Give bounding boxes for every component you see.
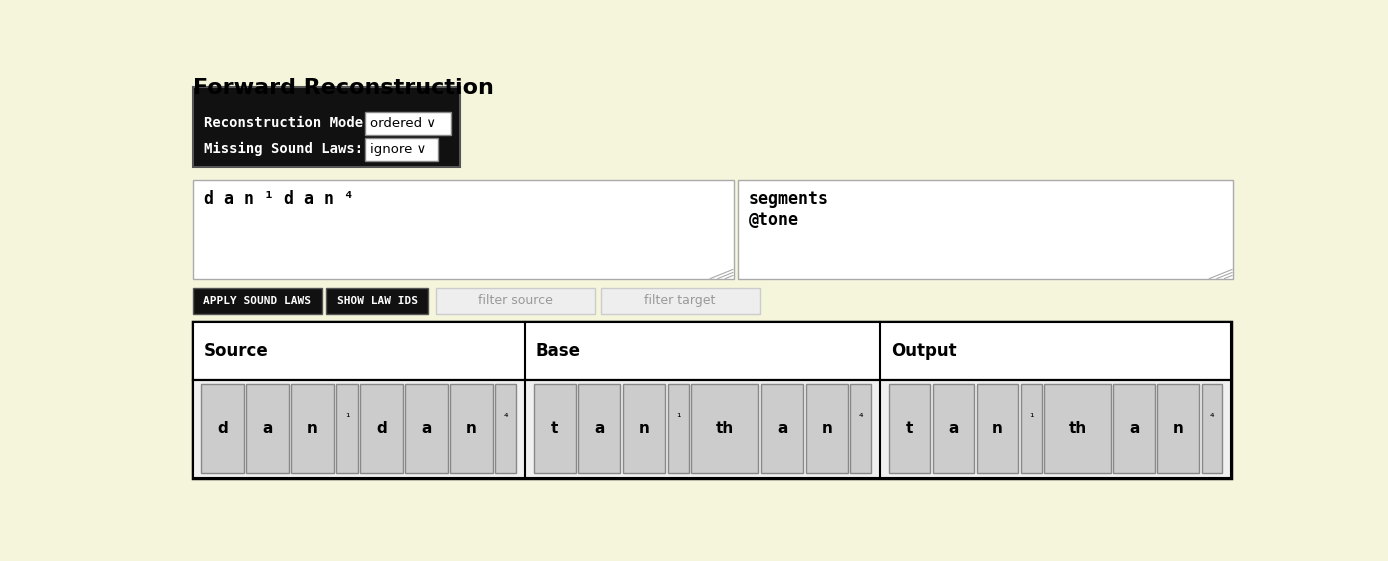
Text: a: a — [262, 421, 273, 436]
Text: ignore ∨: ignore ∨ — [371, 143, 426, 156]
Text: Base: Base — [536, 342, 580, 360]
Text: t: t — [551, 421, 558, 436]
FancyBboxPatch shape — [1158, 384, 1199, 473]
Text: ¹: ¹ — [344, 413, 350, 423]
FancyBboxPatch shape — [1113, 384, 1155, 473]
FancyBboxPatch shape — [361, 384, 403, 473]
FancyBboxPatch shape — [193, 288, 322, 314]
Text: d a n ¹ d a n ⁴: d a n ¹ d a n ⁴ — [204, 190, 354, 209]
FancyBboxPatch shape — [668, 384, 688, 473]
Text: filter source: filter source — [477, 294, 552, 307]
FancyBboxPatch shape — [336, 384, 358, 473]
Text: ⁴: ⁴ — [504, 413, 508, 423]
FancyBboxPatch shape — [193, 180, 734, 279]
FancyBboxPatch shape — [623, 384, 665, 473]
FancyBboxPatch shape — [193, 87, 459, 167]
FancyBboxPatch shape — [888, 384, 930, 473]
Text: ¹: ¹ — [1029, 413, 1034, 423]
FancyBboxPatch shape — [365, 112, 451, 135]
Text: a: a — [948, 421, 959, 436]
Text: Missing Sound Laws:: Missing Sound Laws: — [204, 142, 362, 157]
Text: SHOW LAW IDS: SHOW LAW IDS — [337, 296, 418, 306]
FancyBboxPatch shape — [977, 384, 1019, 473]
FancyBboxPatch shape — [405, 384, 447, 473]
Text: d: d — [376, 421, 387, 436]
FancyBboxPatch shape — [193, 380, 1231, 478]
Text: th: th — [1069, 421, 1087, 436]
FancyBboxPatch shape — [193, 322, 1231, 478]
Text: ⁴: ⁴ — [1210, 413, 1214, 423]
FancyBboxPatch shape — [806, 384, 848, 473]
FancyBboxPatch shape — [691, 384, 758, 473]
FancyBboxPatch shape — [291, 384, 333, 473]
Text: t: t — [906, 421, 913, 436]
FancyBboxPatch shape — [579, 384, 620, 473]
Text: APPLY SOUND LAWS: APPLY SOUND LAWS — [204, 296, 311, 306]
FancyBboxPatch shape — [601, 288, 759, 314]
Text: n: n — [992, 421, 1004, 436]
FancyBboxPatch shape — [365, 138, 439, 160]
Text: Source: Source — [204, 342, 268, 360]
Text: d: d — [218, 421, 228, 436]
FancyBboxPatch shape — [533, 384, 576, 473]
FancyBboxPatch shape — [326, 288, 429, 314]
Text: n: n — [307, 421, 318, 436]
Text: ⁴: ⁴ — [859, 413, 863, 423]
FancyBboxPatch shape — [496, 384, 516, 473]
Text: ¹: ¹ — [676, 413, 680, 423]
Text: Forward Reconstruction: Forward Reconstruction — [193, 78, 494, 98]
Text: a: a — [1128, 421, 1140, 436]
FancyBboxPatch shape — [450, 384, 493, 473]
Text: n: n — [822, 421, 833, 436]
Text: Reconstruction Mode:: Reconstruction Mode: — [204, 117, 371, 131]
Text: th: th — [716, 421, 734, 436]
FancyBboxPatch shape — [247, 384, 289, 473]
Text: filter target: filter target — [644, 294, 716, 307]
Text: Output: Output — [891, 342, 956, 360]
FancyBboxPatch shape — [436, 288, 595, 314]
Text: a: a — [777, 421, 787, 436]
Text: segments
@tone: segments @tone — [750, 190, 829, 229]
FancyBboxPatch shape — [201, 384, 244, 473]
Text: n: n — [466, 421, 477, 436]
FancyBboxPatch shape — [1044, 384, 1110, 473]
FancyBboxPatch shape — [761, 384, 804, 473]
FancyBboxPatch shape — [193, 322, 1231, 380]
FancyBboxPatch shape — [1022, 384, 1042, 473]
FancyBboxPatch shape — [933, 384, 974, 473]
Text: n: n — [638, 421, 650, 436]
Text: a: a — [594, 421, 605, 436]
FancyBboxPatch shape — [738, 180, 1233, 279]
Text: ordered ∨: ordered ∨ — [371, 117, 436, 130]
Text: a: a — [421, 421, 432, 436]
FancyBboxPatch shape — [851, 384, 872, 473]
FancyBboxPatch shape — [1202, 384, 1223, 473]
Text: n: n — [1173, 421, 1184, 436]
